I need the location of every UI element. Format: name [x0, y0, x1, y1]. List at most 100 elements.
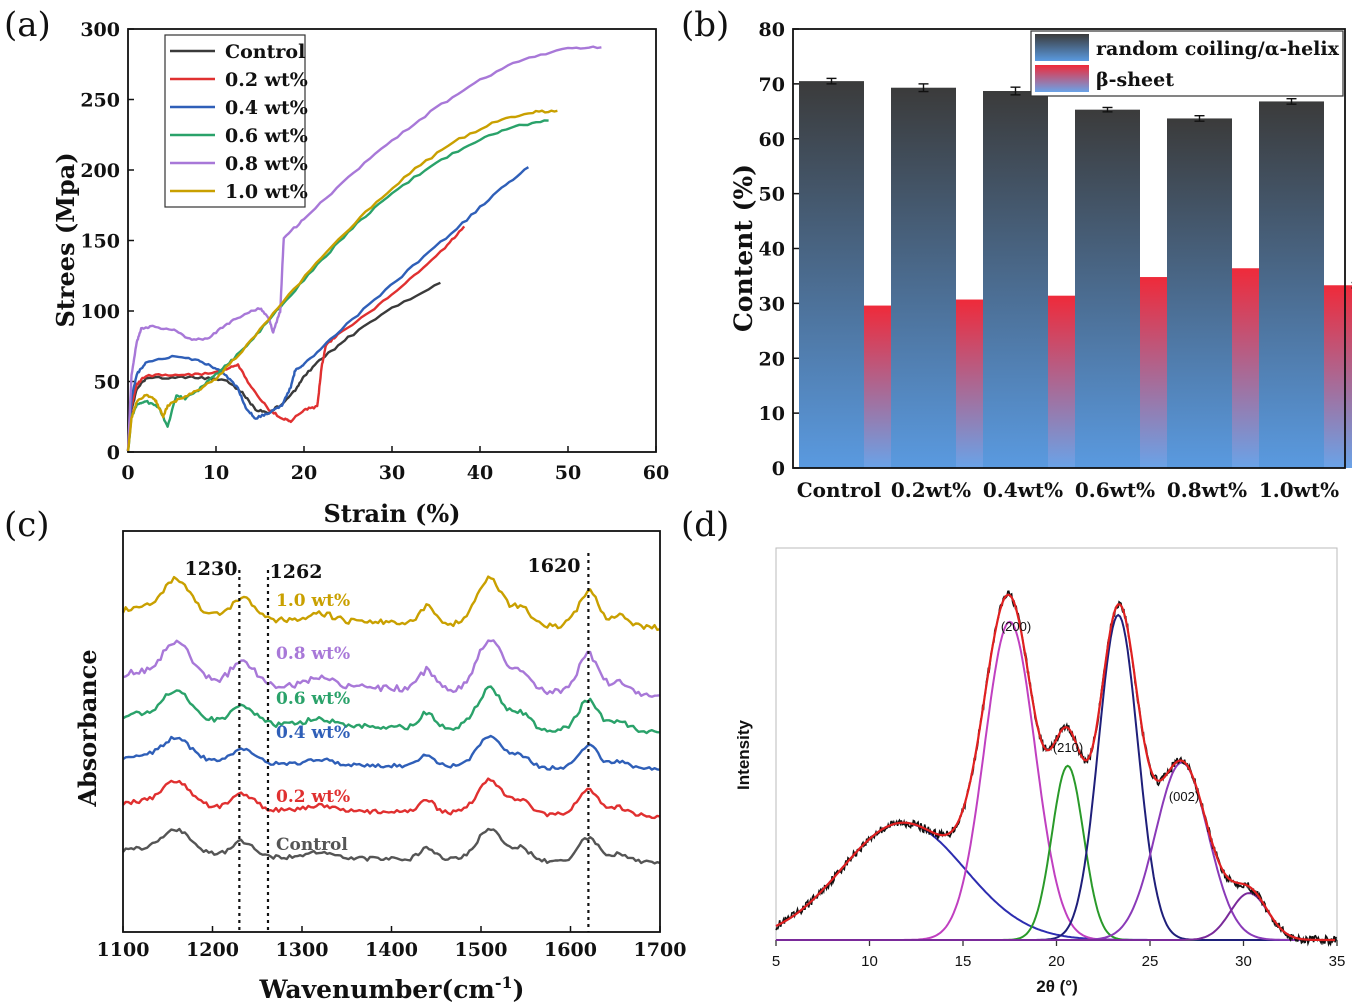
spectrum-04wt: [122, 734, 661, 771]
y-tick-label: 0: [107, 442, 120, 464]
spectrum-08wt: [122, 639, 661, 698]
x-tick-label: 1100: [97, 939, 150, 961]
series-label: 1.0 wt%: [276, 591, 350, 611]
y-tick-label: 80: [759, 19, 785, 41]
legend-swatch: [1035, 34, 1089, 61]
y-axis-label: Content (%): [729, 164, 758, 332]
x-tick-label: 1600: [544, 939, 597, 961]
x-tick-label: 1300: [276, 939, 329, 961]
panel-d: (d) 5 10 15 20 25 30 35 2θ (°) Intensity (200) (210…: [681, 505, 1345, 996]
bar-alpha-helix: [1259, 101, 1324, 468]
x-tick-label: 10: [203, 462, 229, 484]
legend-label: random coiling/α-helix: [1096, 38, 1340, 60]
legend-label: 1.0 wt%: [225, 181, 308, 203]
y-tick-label: 300: [80, 19, 120, 41]
bar-alpha-helix: [1075, 109, 1140, 468]
y-tick-label: 0: [772, 458, 785, 480]
x-tick-label: 1400: [365, 939, 418, 961]
series-label: Control: [276, 835, 348, 855]
x-tick-label: 1200: [186, 939, 239, 961]
series-label: 0.6 wt%: [276, 689, 350, 709]
x-tick-label: 25: [1142, 953, 1159, 970]
panel-label-c: (c): [4, 505, 50, 545]
x-tick-label: 60: [643, 462, 669, 484]
series-line-04wt: [126, 166, 530, 451]
series-label: 0.4 wt%: [276, 723, 350, 743]
y-tick-label: 30: [759, 293, 785, 315]
x-axis-label-close: ): [513, 975, 525, 1004]
legend-label: 0.4 wt%: [225, 97, 308, 119]
panel-label-d: (d): [681, 505, 729, 545]
x-axis-label: Wavenumber(cm-1): [258, 973, 524, 1004]
series-line-06wt: [126, 119, 549, 452]
legend-label: 0.2 wt%: [225, 69, 308, 91]
x-axis-label-main: Wavenumber(cm: [258, 975, 494, 1004]
x-axis-label: Strain (%): [323, 499, 460, 528]
y-tick-label: 70: [759, 74, 785, 96]
x-tick-label: 10: [861, 953, 878, 970]
panel-a: (a) 0 10 20 30 40 50 60 0 50 100 150 200 250 300 Strain…: [4, 5, 669, 528]
legend-label: 0.6 wt%: [225, 125, 308, 147]
category-label: 0.2wt%: [891, 478, 971, 502]
measured-curve: [775, 590, 1337, 947]
panel-label-a: (a): [4, 5, 51, 45]
y-tick-label: 100: [80, 301, 120, 323]
plot-frame: [122, 530, 661, 933]
x-tick-label: 15: [955, 953, 972, 970]
y-tick-label: 20: [759, 348, 785, 370]
x-tick-label: 35: [1329, 953, 1346, 970]
annotation-1620: 1620: [528, 555, 581, 577]
panel-c: (c) 1230 1262 1620 Control 0.2 wt% 0.4 wt% 0.6 …: [4, 505, 686, 1004]
x-tick-label: 20: [1048, 953, 1065, 970]
spectrum-control: [122, 827, 661, 865]
bar-alpha-helix: [891, 87, 956, 468]
x-axis-label-sup: -1: [495, 973, 513, 992]
bar-alpha-helix: [1167, 118, 1232, 468]
series-label: 0.2 wt%: [276, 787, 350, 807]
y-tick-label: 200: [80, 160, 120, 182]
peak-label-002: (002): [1169, 789, 1199, 804]
annotation-1230: 1230: [185, 558, 238, 580]
series-line-10wt: [126, 109, 558, 452]
category-label: 1.0wt%: [1259, 478, 1339, 502]
legend-label: β-sheet: [1096, 69, 1174, 91]
spectrum-02wt: [122, 777, 661, 820]
x-tick-label: 20: [291, 462, 317, 484]
panel-label-b: (b): [681, 5, 729, 45]
category-label: 0.4wt%: [983, 478, 1063, 502]
component-crystal30: [776, 892, 1336, 941]
legend-label: 0.8 wt%: [225, 153, 308, 175]
y-tick-label: 60: [759, 129, 785, 151]
component-210: [776, 764, 1336, 941]
x-tick-label: 50: [555, 462, 581, 484]
bar-alpha-helix: [799, 81, 864, 468]
y-axis-label: Absorbance: [73, 649, 102, 807]
category-label: 0.8wt%: [1167, 478, 1247, 502]
fit-curve: [775, 593, 1336, 942]
y-tick-label: 50: [759, 184, 785, 206]
y-tick-label: 50: [94, 372, 120, 394]
x-tick-label: 40: [467, 462, 493, 484]
spectrum-10wt: [121, 575, 661, 631]
x-tick-label: 30: [1235, 953, 1252, 970]
peak-label-210: (210): [1053, 740, 1083, 755]
series-line-02wt: [126, 225, 466, 452]
y-axis-label: Intensity: [734, 720, 753, 790]
category-label: 0.6wt%: [1075, 478, 1155, 502]
series-line-control: [126, 281, 441, 452]
legend-box: [164, 34, 306, 208]
bar-beta-sheet: [1324, 285, 1352, 468]
x-tick-label: 1500: [455, 939, 508, 961]
x-tick-label: 1700: [634, 939, 687, 961]
legend-label: Control: [225, 41, 305, 63]
x-tick-label: 5: [772, 953, 780, 970]
legend-swatch: [1035, 65, 1089, 92]
y-tick-label: 150: [80, 231, 120, 253]
panel-b: (b) Control 0.2wt% 0.4wt% 0.6wt% 0.8wt% 1.0wt%…: [681, 5, 1352, 502]
x-tick-label: 30: [379, 462, 405, 484]
y-axis-label: Strees (Mpa): [51, 152, 80, 327]
annotation-1262: 1262: [270, 561, 323, 583]
bar-alpha-helix: [983, 91, 1048, 468]
peak-label-200: (200): [1001, 619, 1031, 634]
